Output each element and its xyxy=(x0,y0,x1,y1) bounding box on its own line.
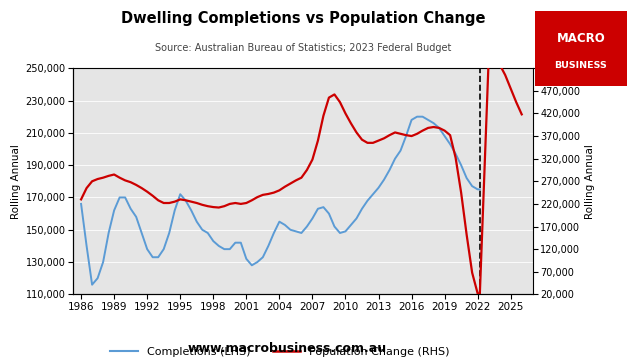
Text: Dwelling Completions vs Population Change: Dwelling Completions vs Population Chang… xyxy=(121,11,486,26)
Text: www.macrobusiness.com.au: www.macrobusiness.com.au xyxy=(188,342,387,355)
Text: Source: Australian Bureau of Statistics; 2023 Federal Budget: Source: Australian Bureau of Statistics;… xyxy=(155,43,451,53)
Y-axis label: Rolling Annual: Rolling Annual xyxy=(11,144,22,219)
Text: BUSINESS: BUSINESS xyxy=(554,61,607,70)
Text: MACRO: MACRO xyxy=(556,32,605,45)
Y-axis label: Rolling Annual: Rolling Annual xyxy=(584,144,595,219)
Legend: Completions (LHS), Population Change (RHS): Completions (LHS), Population Change (RH… xyxy=(106,342,454,359)
